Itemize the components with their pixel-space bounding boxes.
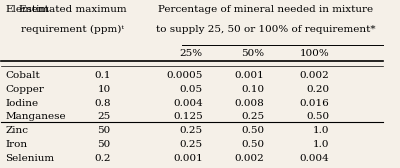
Text: Element: Element	[5, 5, 49, 14]
Text: 1.0: 1.0	[313, 140, 329, 149]
Text: Manganese: Manganese	[5, 113, 66, 121]
Text: 0.50: 0.50	[241, 127, 264, 135]
Text: 0.25: 0.25	[241, 113, 264, 121]
Text: 25: 25	[98, 113, 111, 121]
Text: requirement (ppm)ᵗ: requirement (ppm)ᵗ	[21, 25, 124, 34]
Text: Percentage of mineral needed in mixture: Percentage of mineral needed in mixture	[158, 5, 374, 14]
Text: 0.2: 0.2	[94, 154, 111, 163]
Text: 10: 10	[98, 85, 111, 94]
Text: 0.1: 0.1	[94, 71, 111, 80]
Text: 0.125: 0.125	[173, 113, 203, 121]
Text: 0.004: 0.004	[173, 98, 203, 108]
Text: 0.001: 0.001	[234, 71, 264, 80]
Text: Iron: Iron	[5, 140, 27, 149]
Text: 25%: 25%	[180, 49, 203, 58]
Text: Copper: Copper	[5, 85, 44, 94]
Text: 0.016: 0.016	[300, 98, 329, 108]
Text: 50%: 50%	[241, 49, 264, 58]
Text: 0.008: 0.008	[234, 98, 264, 108]
Text: Iodine: Iodine	[5, 98, 38, 108]
Text: Zinc: Zinc	[5, 127, 28, 135]
Text: 0.25: 0.25	[180, 140, 203, 149]
Text: 0.50: 0.50	[306, 113, 329, 121]
Text: 0.004: 0.004	[300, 154, 329, 163]
Text: to supply 25, 50 or 100% of requirement*: to supply 25, 50 or 100% of requirement*	[156, 25, 376, 34]
Text: 0.002: 0.002	[300, 71, 329, 80]
Text: Estimated maximum: Estimated maximum	[18, 5, 126, 14]
Text: 0.05: 0.05	[180, 85, 203, 94]
Text: 0.10: 0.10	[241, 85, 264, 94]
Text: Selenium: Selenium	[5, 154, 54, 163]
Text: 0.8: 0.8	[94, 98, 111, 108]
Text: 0.20: 0.20	[306, 85, 329, 94]
Text: 0.25: 0.25	[180, 127, 203, 135]
Text: 0.001: 0.001	[173, 154, 203, 163]
Text: Cobalt: Cobalt	[5, 71, 40, 80]
Text: 1.0: 1.0	[313, 127, 329, 135]
Text: 50: 50	[98, 140, 111, 149]
Text: 0.50: 0.50	[241, 140, 264, 149]
Text: 50: 50	[98, 127, 111, 135]
Text: 100%: 100%	[300, 49, 329, 58]
Text: 0.002: 0.002	[234, 154, 264, 163]
Text: 0.0005: 0.0005	[166, 71, 203, 80]
